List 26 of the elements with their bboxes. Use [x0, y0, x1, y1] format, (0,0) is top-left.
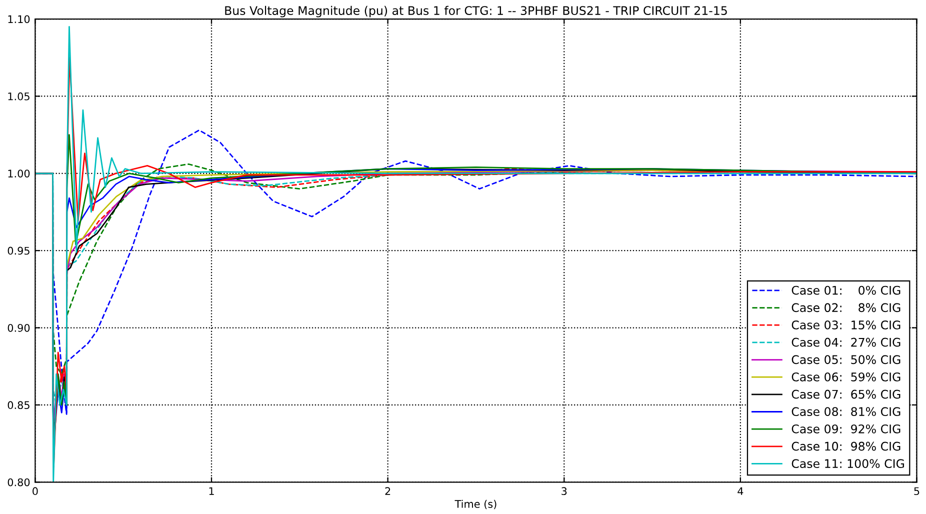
y-tick-label: 1.10 — [8, 15, 30, 24]
y-tick-label: 0.90 — [8, 324, 30, 332]
legend-label: Case 09: 92% CIG — [792, 424, 900, 434]
legend-label: Case 07: 65% CIG — [792, 390, 900, 399]
legend-label: Case 08: 81% CIG — [792, 407, 900, 416]
y-tick-label: 1.05 — [8, 92, 30, 100]
legend-label: Case 11: 100% CIG — [792, 459, 904, 468]
x-tick-label: 0 — [32, 487, 38, 496]
y-tick-label: 0.95 — [8, 246, 30, 255]
x-axis-title: Time (s) — [454, 500, 496, 510]
x-tick-label: 3 — [562, 487, 567, 496]
x-tick-label: 4 — [738, 487, 744, 495]
y-tick-label: 0.80 — [8, 478, 30, 486]
legend-label: Case 03: 15% CIG — [792, 320, 900, 330]
legend-label: Case 10: 98% CIG — [792, 442, 900, 451]
y-tick-label: 1.00 — [8, 170, 30, 178]
legend-label: Case 02: 8% CIG — [792, 303, 900, 312]
y-tick-label: 0.85 — [8, 401, 30, 410]
x-tick-label: 5 — [914, 487, 920, 496]
chart-title: Bus Voltage Magnitude (pu) at Bus 1 for CTG: 1 -- 3PHBF BUS21 - TRIP CIRCUIT 21-15 — [225, 6, 727, 18]
legend-label: Case 05: 50% CIG — [792, 355, 900, 364]
x-tick-label: 1 — [209, 487, 214, 495]
legend-label: Case 01: 0% CIG — [792, 286, 900, 295]
legend-label: Case 06: 59% CIG — [792, 372, 900, 382]
legend-label: Case 04: 27% CIG — [792, 338, 900, 347]
x-tick-label: 2 — [385, 487, 390, 495]
